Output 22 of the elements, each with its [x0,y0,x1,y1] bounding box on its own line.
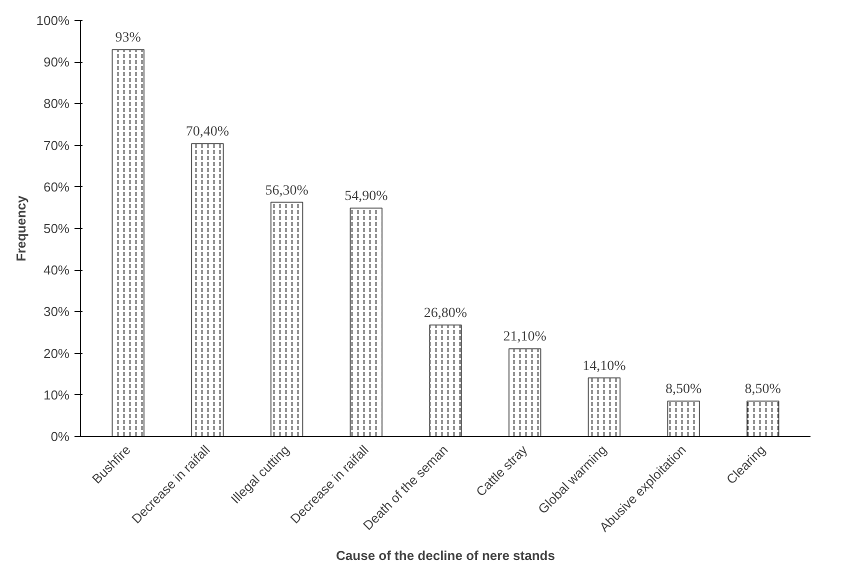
y-tick-label: 20% [43,346,70,361]
data-label: 70,40% [186,124,230,140]
y-tick-label: 50% [43,221,70,236]
data-label: 26,80% [424,306,468,322]
y-tick-label: 70% [43,138,70,153]
y-tick-label: 40% [43,262,70,278]
y-tick-label: 10% [43,387,70,402]
data-label: 14,10% [582,358,626,374]
data-label: 93% [115,30,142,46]
data-label: 8,50% [665,382,702,398]
data-label: 56,30% [265,183,309,198]
data-label: 8,50% [744,382,782,398]
x-axis-title: Cause of the decline of nere stands [336,548,555,563]
y-tick-label: 0% [50,429,70,444]
data-label: 21,10% [503,330,547,345]
y-tick-label: 60% [43,179,70,194]
y-tick-label: 80% [43,96,70,112]
y-axis-title: Frequency [13,194,28,262]
y-tick-label: 90% [43,54,70,70]
data-label: 54,90% [344,189,388,204]
y-tick-label: 30% [43,304,70,320]
y-tick-label: 100% [36,13,70,28]
